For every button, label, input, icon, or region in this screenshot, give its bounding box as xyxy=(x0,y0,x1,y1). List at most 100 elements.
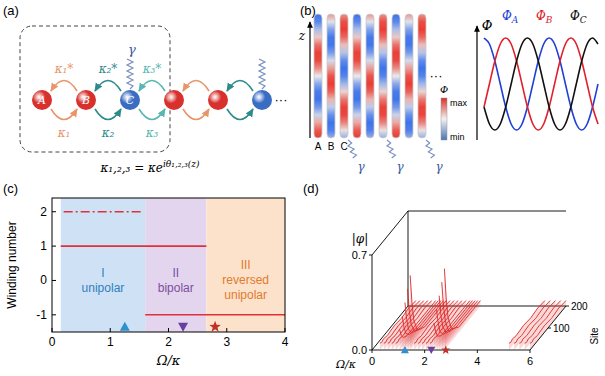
winding-line xyxy=(145,314,285,316)
waveguide xyxy=(353,14,361,138)
state-marker xyxy=(209,321,220,332)
site-tick-label: 100 xyxy=(553,323,570,334)
legend-subscript: B xyxy=(545,15,553,25)
winding-line xyxy=(64,211,143,213)
colorbar-label: Φ xyxy=(440,84,448,95)
x-tick-label: 2 xyxy=(422,355,428,367)
coupling-arrow xyxy=(183,81,209,92)
colorbar-min: min xyxy=(450,132,465,142)
axis-label: Φ xyxy=(482,18,493,33)
site-axis-title: Site xyxy=(589,327,600,345)
site xyxy=(208,90,228,110)
x-tick-label: 1 xyxy=(107,335,114,349)
omega-axis xyxy=(372,350,530,351)
site-label: B xyxy=(81,94,90,107)
site-tick xyxy=(548,328,551,329)
region-label: unipolar xyxy=(82,281,125,295)
x-tick-label: 6 xyxy=(527,355,533,367)
coupling-label: κ₃* xyxy=(142,62,162,76)
waveguide xyxy=(405,14,413,138)
winding-line xyxy=(61,245,207,247)
y-tick-label: 1 xyxy=(40,239,47,253)
ellipsis: ··· xyxy=(275,92,288,107)
waveguide xyxy=(418,14,426,138)
phase-curve xyxy=(484,38,598,130)
waveguide xyxy=(340,14,348,138)
phi-axis xyxy=(476,26,477,140)
region-label: unipolar xyxy=(224,288,267,302)
coupling-label: κ₁ xyxy=(57,126,71,140)
coupling-arrow xyxy=(51,109,77,120)
mode-profile xyxy=(444,269,480,329)
y-tick xyxy=(52,246,56,247)
colorbar-max: max xyxy=(450,98,468,108)
region-label: bipolar xyxy=(158,281,194,295)
x-tick xyxy=(226,328,227,332)
loss-squiggle xyxy=(259,59,265,89)
x-tick xyxy=(424,350,425,353)
phi-axis xyxy=(372,255,373,350)
phase-region xyxy=(145,198,206,332)
region-label: I xyxy=(101,266,104,280)
x-tick-label: 2 xyxy=(165,335,172,349)
gamma-label: γ xyxy=(397,160,405,174)
panel-letter: (d) xyxy=(303,181,319,196)
z-axis xyxy=(309,22,310,138)
x-axis-title: Ω/κ xyxy=(335,358,357,371)
y-tick-label: -1 xyxy=(36,308,47,322)
x-tick xyxy=(477,350,478,353)
equation-exponent: iθ₁,₂,₃(z) xyxy=(163,159,200,169)
x-tick xyxy=(372,350,373,353)
waveguide-label: B xyxy=(328,141,335,152)
x-tick-label: 4 xyxy=(282,335,289,349)
ellipsis: ··· xyxy=(430,68,443,83)
coupling-arrow xyxy=(139,81,165,92)
gamma-label: γ xyxy=(358,160,366,174)
gamma-label: γ xyxy=(436,160,444,174)
figure: (a)κ₁*κ₁κ₂*κ₂κ₃*κ₃ABγC···κ₁,₂,₃ = κeiθ₁,… xyxy=(0,0,605,376)
panel-letter: (a) xyxy=(3,3,19,18)
coupling-arrow xyxy=(227,81,253,92)
y-tick xyxy=(52,280,56,281)
waveguide xyxy=(392,14,400,138)
y-tick-label: 0 xyxy=(40,273,47,287)
coupling-arrow xyxy=(95,81,121,92)
phase-region xyxy=(206,198,285,332)
site xyxy=(164,90,184,110)
x-tick-label: 3 xyxy=(223,335,230,349)
coupling-arrow xyxy=(139,109,165,120)
waveguide xyxy=(327,14,335,138)
loss-squiggle xyxy=(426,140,435,158)
y-tick-label: 2 xyxy=(40,205,47,219)
site-tick xyxy=(566,306,569,307)
state-marker xyxy=(401,346,409,353)
frame-edge xyxy=(408,211,566,212)
legend-subscript: C xyxy=(580,15,587,25)
phase-curve xyxy=(484,38,598,130)
phase-region xyxy=(61,198,145,332)
coupling-label: κ₃ xyxy=(145,126,159,140)
waveguide-label: A xyxy=(315,141,322,152)
z-tick-label: 0.7 xyxy=(352,249,367,261)
loss-squiggle xyxy=(387,140,396,158)
coupling-arrow xyxy=(183,109,209,120)
legend-symbol: Φ xyxy=(570,9,580,23)
colorbar xyxy=(441,98,447,140)
state-marker xyxy=(178,323,188,332)
x-tick-label: 0 xyxy=(49,335,56,349)
region-label: reversed xyxy=(222,273,269,287)
unit-cell-box xyxy=(20,26,170,152)
plot-frame xyxy=(52,198,285,332)
coupling-label: κ₂ xyxy=(101,126,115,140)
x-tick xyxy=(110,328,111,332)
legend-entry: ΦB xyxy=(536,9,553,25)
region-label: II xyxy=(172,266,179,280)
region-label: III xyxy=(241,258,251,272)
x-tick xyxy=(52,328,53,332)
site xyxy=(252,90,272,110)
axis-label: z xyxy=(298,29,306,43)
panel-letter: (c) xyxy=(3,181,18,196)
legend-entry: ΦC xyxy=(570,9,587,25)
x-tick-label: 0 xyxy=(369,355,375,367)
x-tick xyxy=(285,328,286,332)
